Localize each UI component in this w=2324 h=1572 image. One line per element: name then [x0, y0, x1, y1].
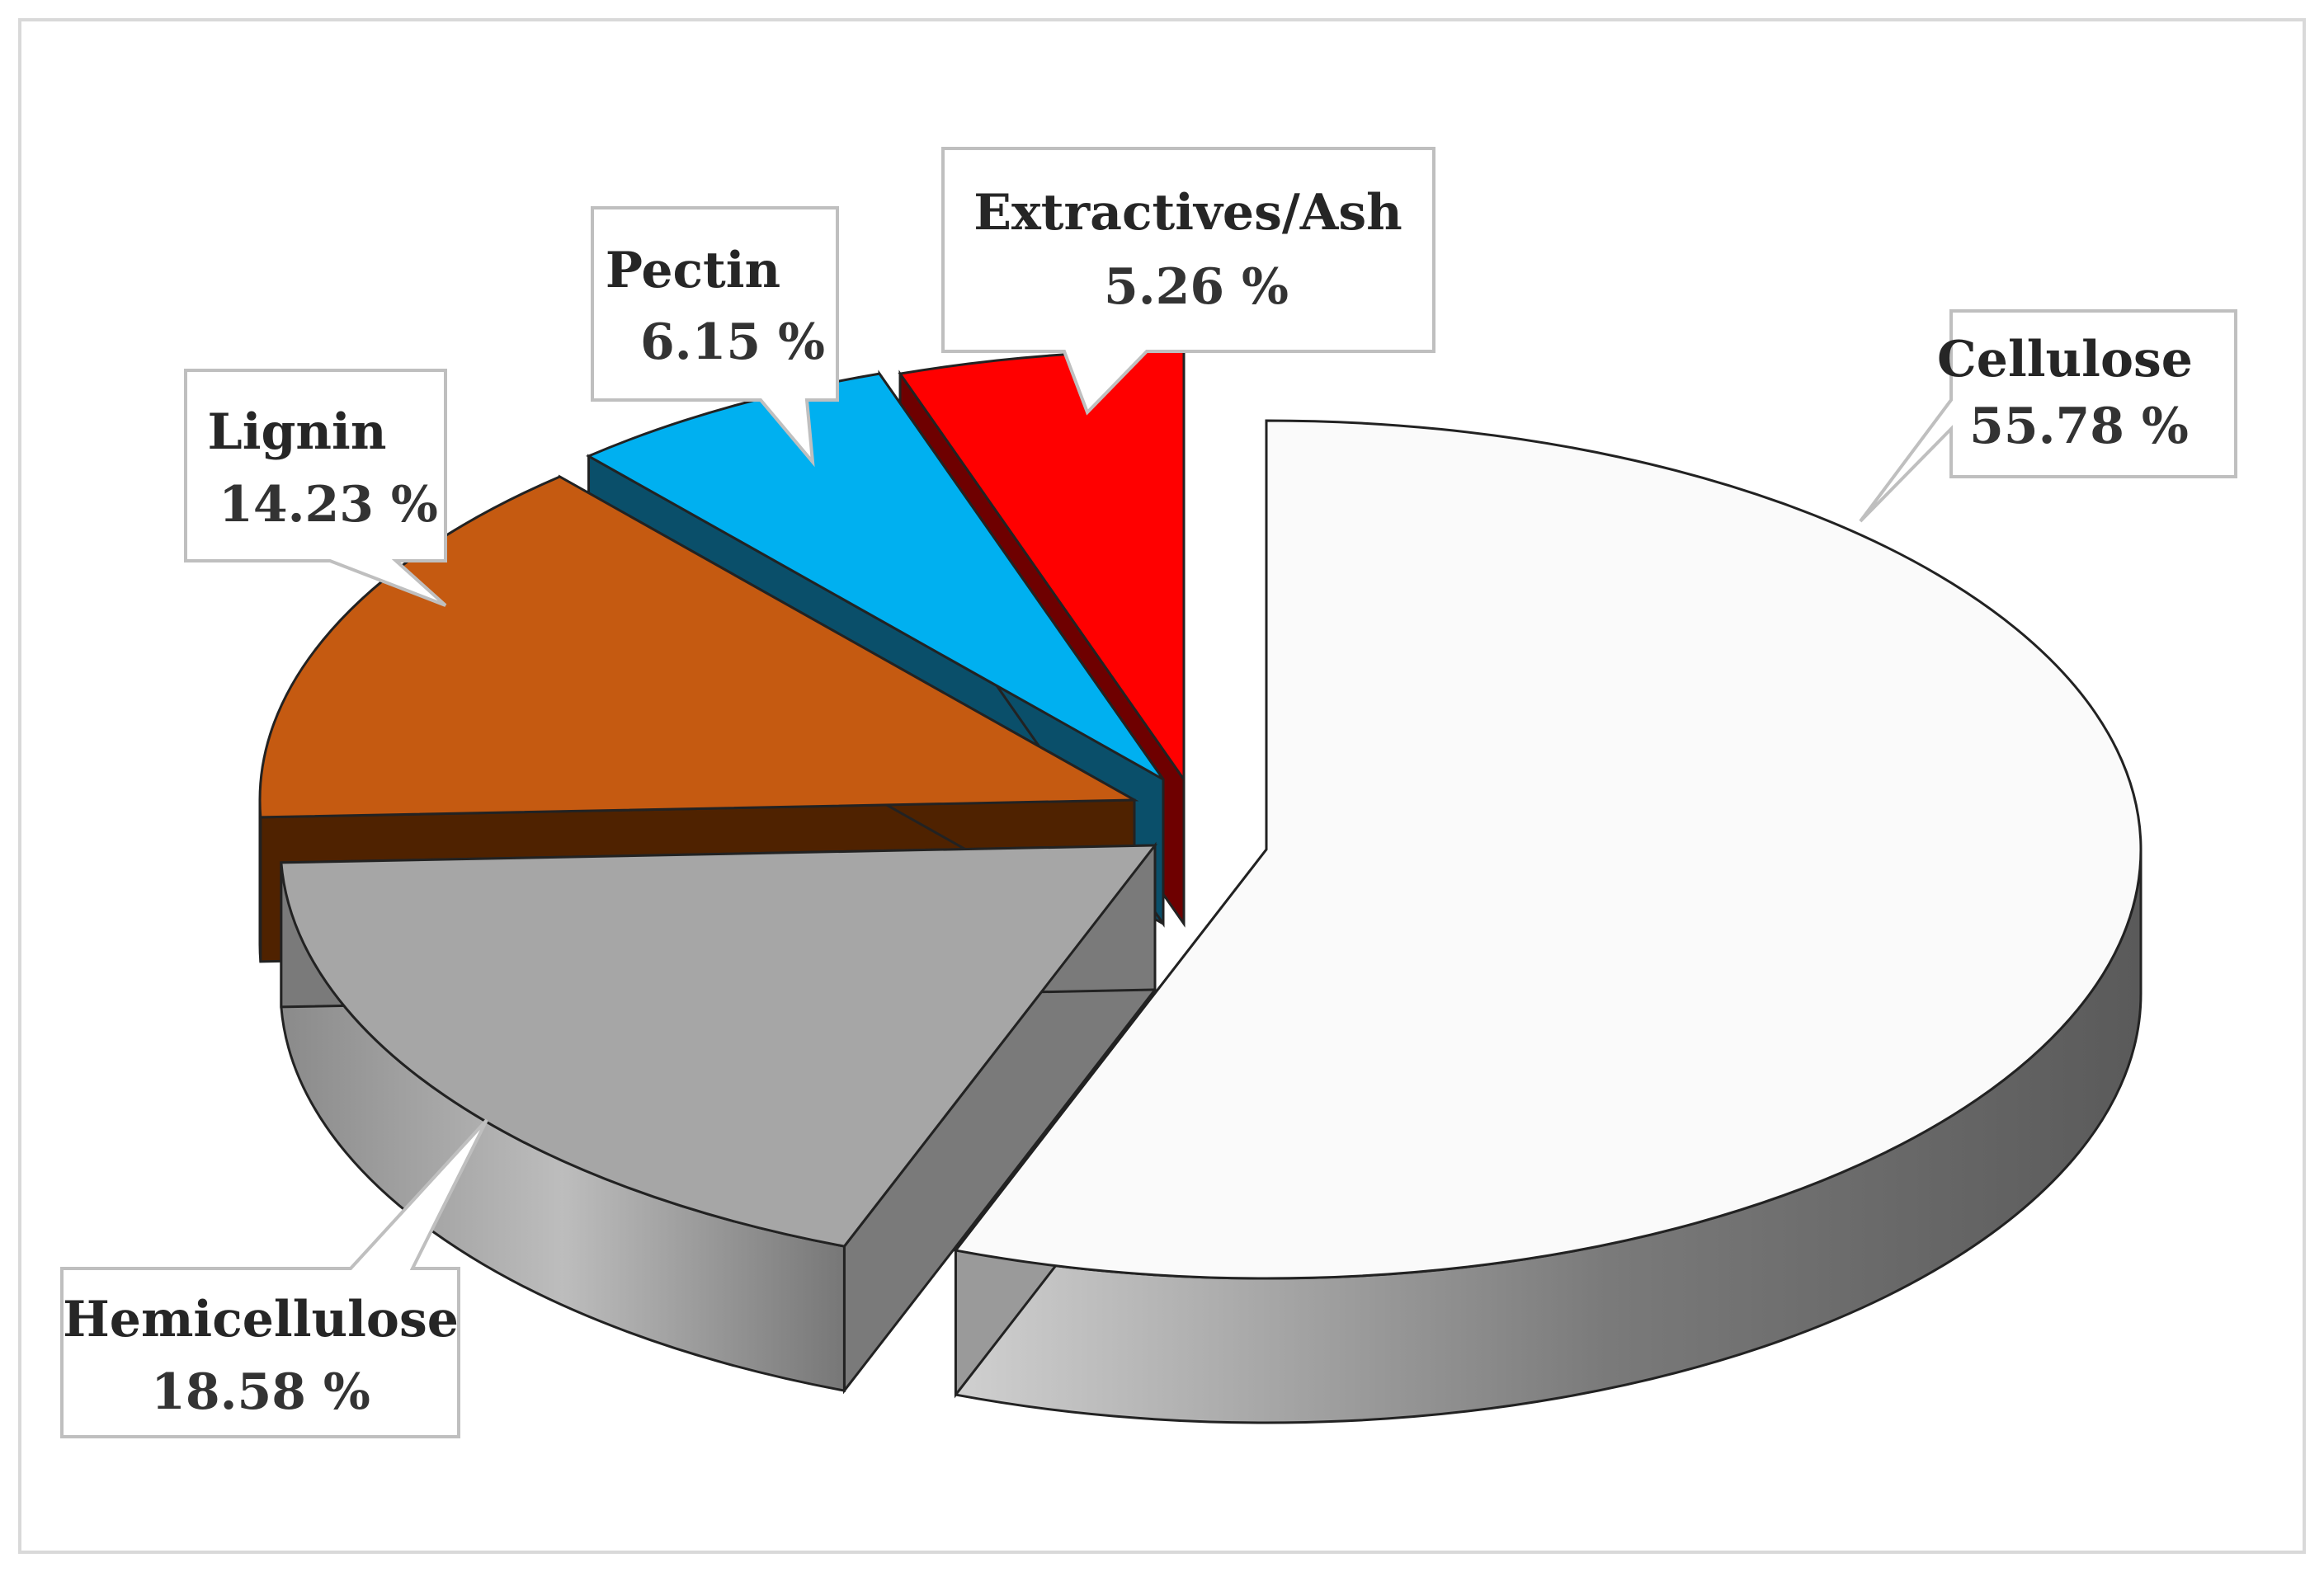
- slice-hemicellulose: [280, 841, 1158, 1395]
- slice-cellulose: [953, 419, 2143, 1424]
- slice-value-extractives: 5.26 %: [1104, 258, 1289, 316]
- slice-top-hemicellulose: [280, 844, 1158, 1248]
- slice-value-cellulose: 55.78 %: [1969, 398, 2189, 455]
- pie-slices: [258, 349, 2143, 1424]
- slice-value-hemicellulose: 18.58 %: [151, 1363, 370, 1421]
- callout-extractives-box: [941, 147, 1435, 416]
- callout-extractives: Extractives/Ash 5.26 %: [941, 147, 1435, 416]
- slice-value-lignin: 14.23 %: [219, 476, 438, 534]
- callout-lignin: Lignin 14.23 %: [184, 369, 447, 607]
- slice-top-lignin: [258, 475, 1139, 819]
- slice-value-pectin: 6.15 %: [640, 313, 825, 371]
- pie-callouts: Cellulose 55.78 % Extractives/Ash 5.26 %…: [60, 147, 2237, 1438]
- slice-label-pectin: Pectin: [606, 242, 780, 299]
- callout-pectin-box: [591, 206, 839, 468]
- callout-cellulose-box: [1859, 309, 2237, 523]
- slice-label-cellulose: Cellulose: [1937, 331, 2193, 388]
- callout-hemicellulose-box: [60, 1118, 488, 1438]
- callout-pectin: Pectin 6.15 %: [591, 206, 839, 468]
- slice-top-pectin: [586, 372, 1165, 781]
- callout-cellulose: Cellulose 55.78 %: [1859, 309, 2237, 523]
- callout-hemicellulose: Hemicellulose 18.58 %: [60, 1118, 488, 1438]
- slice-label-lignin: Lignin: [208, 403, 387, 461]
- slice-top-cellulose: [953, 419, 2143, 1280]
- callout-lignin-box: [184, 369, 447, 607]
- slice-label-hemicellulose: Hemicellulose: [63, 1291, 459, 1348]
- slice-label-extractives: Extractives/Ash: [973, 184, 1402, 242]
